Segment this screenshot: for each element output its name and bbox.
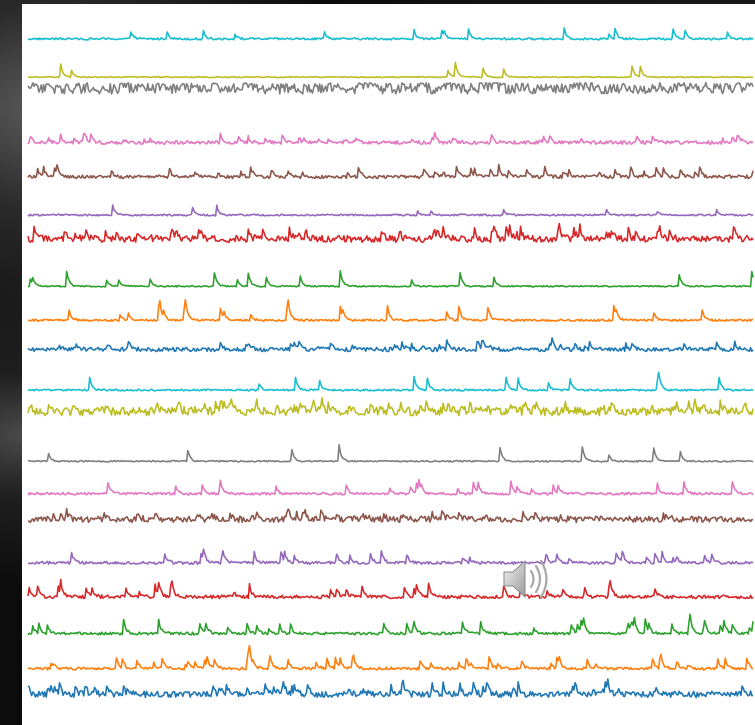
trace-2 (28, 61, 753, 79)
trace-20 (27, 678, 754, 699)
trace-11 (27, 371, 754, 392)
trace-4 (27, 131, 754, 145)
trace-19 (27, 644, 754, 671)
trace-10 (27, 337, 754, 353)
trace-9 (27, 299, 754, 322)
trace-6 (27, 204, 754, 217)
trace-17 (27, 578, 754, 600)
trace-8 (27, 270, 754, 288)
speaker-icon[interactable] (500, 556, 552, 602)
trace-15 (27, 507, 754, 524)
trace-16 (27, 548, 754, 565)
traces-panel (22, 4, 755, 725)
trace-5 (27, 163, 754, 180)
trace-12 (27, 397, 754, 417)
trace-7 (27, 222, 754, 244)
activity-traces-chart (27, 27, 754, 699)
trace-13 (27, 444, 754, 463)
trace-18 (27, 613, 754, 636)
trace-14 (27, 478, 754, 496)
trace-3 (27, 81, 754, 95)
trace-1 (27, 27, 754, 41)
